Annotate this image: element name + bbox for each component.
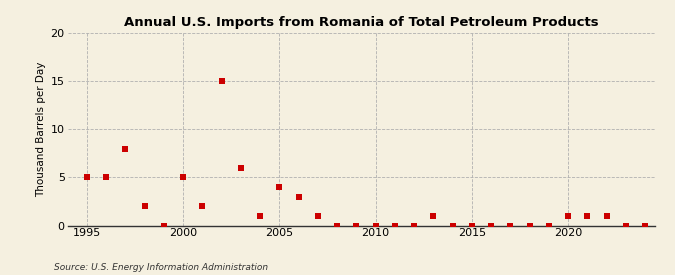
Point: [466, 223, 477, 228]
Point: [447, 223, 458, 228]
Point: [486, 223, 497, 228]
Text: Source: U.S. Energy Information Administration: Source: U.S. Energy Information Administ…: [54, 263, 268, 272]
Point: [428, 214, 439, 218]
Point: [159, 223, 169, 228]
Point: [120, 146, 131, 151]
Point: [640, 223, 651, 228]
Point: [82, 175, 92, 180]
Point: [139, 204, 150, 208]
Point: [389, 223, 400, 228]
Point: [370, 223, 381, 228]
Y-axis label: Thousand Barrels per Day: Thousand Barrels per Day: [36, 62, 47, 197]
Point: [408, 223, 419, 228]
Point: [197, 204, 208, 208]
Point: [620, 223, 631, 228]
Point: [351, 223, 362, 228]
Point: [274, 185, 285, 189]
Point: [601, 214, 612, 218]
Point: [331, 223, 342, 228]
Point: [236, 166, 246, 170]
Point: [505, 223, 516, 228]
Point: [563, 214, 574, 218]
Point: [254, 214, 265, 218]
Point: [524, 223, 535, 228]
Point: [543, 223, 554, 228]
Title: Annual U.S. Imports from Romania of Total Petroleum Products: Annual U.S. Imports from Romania of Tota…: [124, 16, 599, 29]
Point: [216, 79, 227, 83]
Point: [178, 175, 188, 180]
Point: [293, 194, 304, 199]
Point: [582, 214, 593, 218]
Point: [101, 175, 111, 180]
Point: [313, 214, 323, 218]
